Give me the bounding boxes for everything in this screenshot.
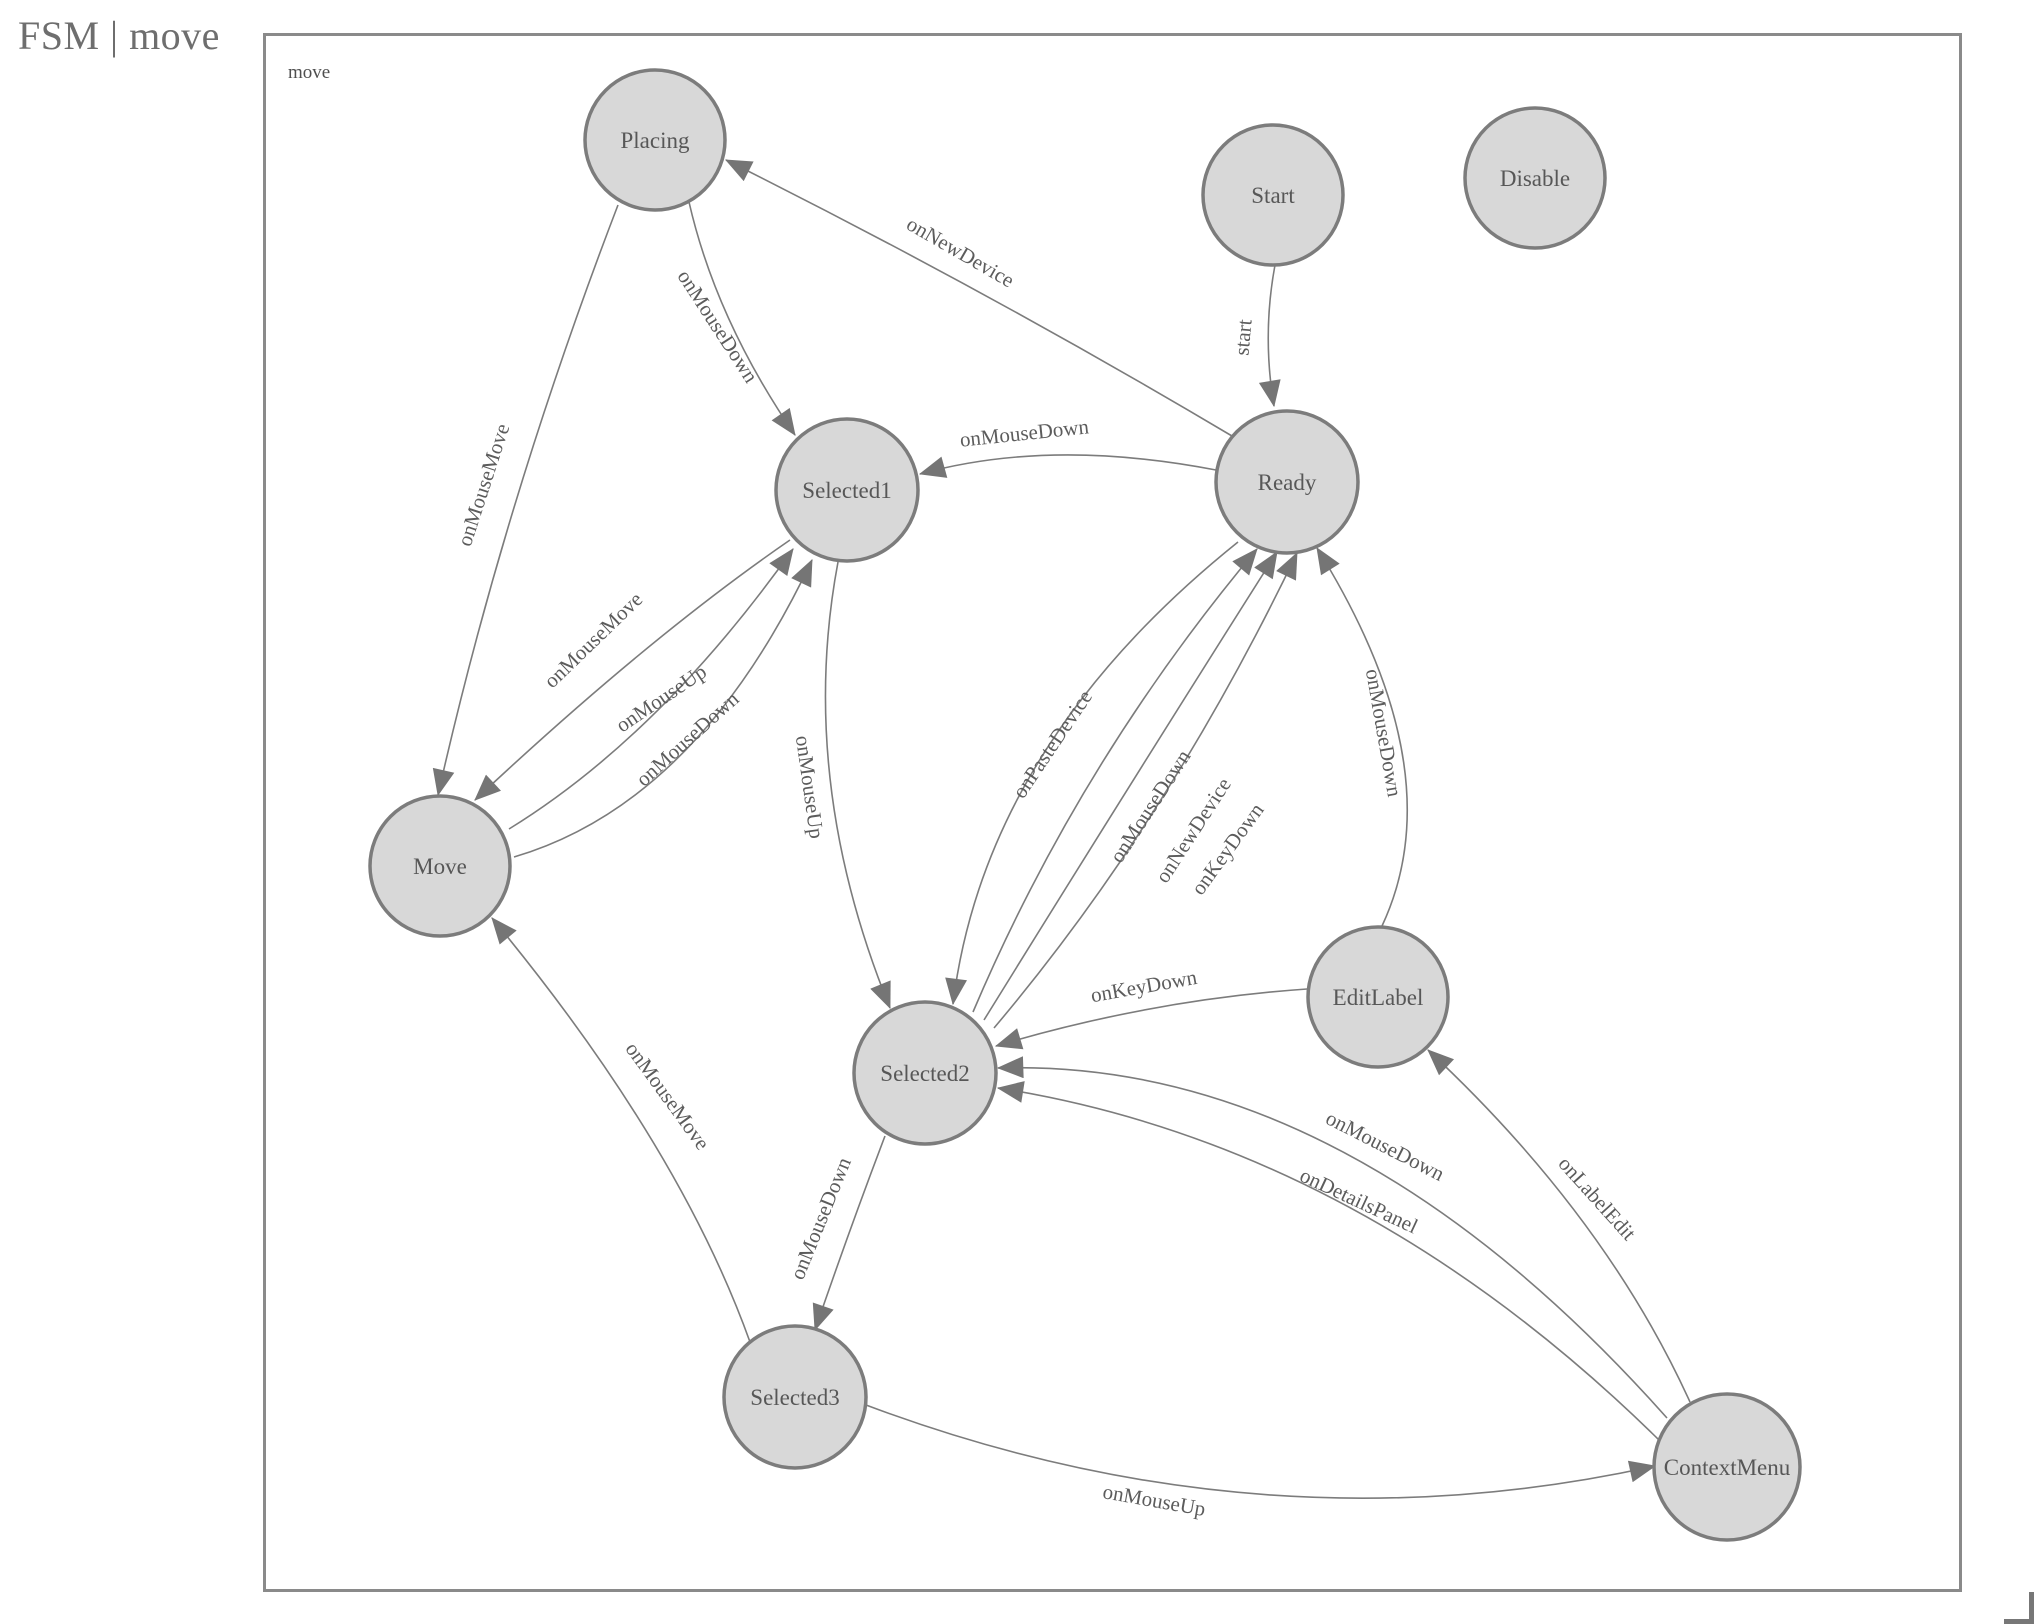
state-node-placing[interactable]: Placing	[583, 68, 727, 212]
transition-edge-selected3-contextmenu	[865, 1404, 1657, 1499]
transition-edge-editlabel-selected2	[994, 988, 1308, 1050]
transition-edge-start-ready	[1258, 264, 1281, 408]
svg-text:Selected2: Selected2	[880, 1061, 969, 1086]
transition-edge-contextmenu-editlabel	[1427, 1049, 1691, 1403]
transition-edge-selected3-move	[491, 917, 751, 1343]
transition-label: onMouseMove	[452, 421, 514, 549]
state-node-contextmenu[interactable]: ContextMenu	[1652, 1392, 1802, 1542]
transition-edge-move-selected1-down	[513, 559, 813, 858]
canvas-label: move	[288, 62, 330, 83]
svg-text:Placing: Placing	[621, 128, 690, 153]
svg-text:Selected1: Selected1	[802, 478, 891, 503]
next-frame-corner-mark	[2004, 1592, 2034, 1624]
transition-edge-selected2-selected3	[812, 1135, 886, 1332]
transition-edge-selected2-ready-keydown	[993, 552, 1298, 1029]
state-node-selected2[interactable]: Selected2	[852, 1000, 998, 1146]
svg-text:Start: Start	[1251, 183, 1295, 208]
transition-edge-placing-move	[432, 204, 619, 797]
state-node-disable[interactable]: Disable	[1463, 106, 1607, 250]
transition-label: start	[1229, 318, 1256, 356]
svg-text:Ready: Ready	[1258, 470, 1317, 495]
transition-label: onMouseMove	[539, 587, 647, 693]
transition-label: onMouseUp	[1101, 1479, 1207, 1521]
svg-text:Move: Move	[413, 854, 467, 879]
svg-text:EditLabel: EditLabel	[1333, 985, 1424, 1010]
transition-label: onMouseMove	[621, 1037, 715, 1154]
transition-label: onDetailsPanel	[1296, 1163, 1422, 1239]
state-node-editlabel[interactable]: EditLabel	[1306, 925, 1450, 1069]
transition-label: onKeyDown	[1089, 965, 1199, 1007]
state-node-selected1[interactable]: Selected1	[774, 417, 920, 563]
transition-edge-selected1-selected2	[824, 561, 891, 1010]
diagram-frame	[263, 33, 1962, 1592]
transition-edge-ready-selected2	[945, 541, 1239, 1006]
svg-text:Selected3: Selected3	[750, 1385, 839, 1410]
transition-edge-selected1-move	[474, 539, 791, 801]
transition-label: onLabelEdit	[1554, 1152, 1641, 1245]
state-node-selected3[interactable]: Selected3	[722, 1324, 868, 1470]
transition-edge-move-selected1-up	[508, 548, 794, 830]
state-node-start[interactable]: Start	[1201, 123, 1345, 267]
svg-text:ContextMenu: ContextMenu	[1664, 1455, 1791, 1480]
transition-label: onMouseUp	[791, 734, 829, 840]
transition-label: onMouseDown	[1361, 667, 1407, 799]
transition-edge-ready-selected1	[918, 454, 1217, 478]
svg-text:Disable: Disable	[1500, 166, 1570, 191]
transition-label: onNewDevice	[902, 212, 1018, 293]
transition-edge-selected2-ready-mousedown	[972, 548, 1258, 1013]
transition-label: onMouseDown	[959, 414, 1091, 451]
transition-label: onMouseDown	[673, 265, 764, 387]
transition-edge-ready-placing	[725, 159, 1233, 437]
transition-label: onPasteDevice	[1007, 686, 1097, 803]
state-node-move[interactable]: Move	[368, 794, 512, 938]
transition-edge-editlabel-ready	[1316, 547, 1409, 927]
transition-edge-placing-selected1	[688, 201, 796, 436]
transition-edge-contextmenu-selected2-mousedown	[996, 1056, 1668, 1419]
transition-edge-contextmenu-selected2-detailspanel	[996, 1081, 1661, 1442]
transition-label: onMouseDown	[1322, 1106, 1449, 1186]
transition-label: onMouseDown	[785, 1153, 856, 1283]
transition-edge-selected2-ready-newdevice	[983, 551, 1278, 1021]
page-title: FSM | move	[18, 13, 220, 58]
state-node-ready[interactable]: Ready	[1214, 409, 1360, 555]
